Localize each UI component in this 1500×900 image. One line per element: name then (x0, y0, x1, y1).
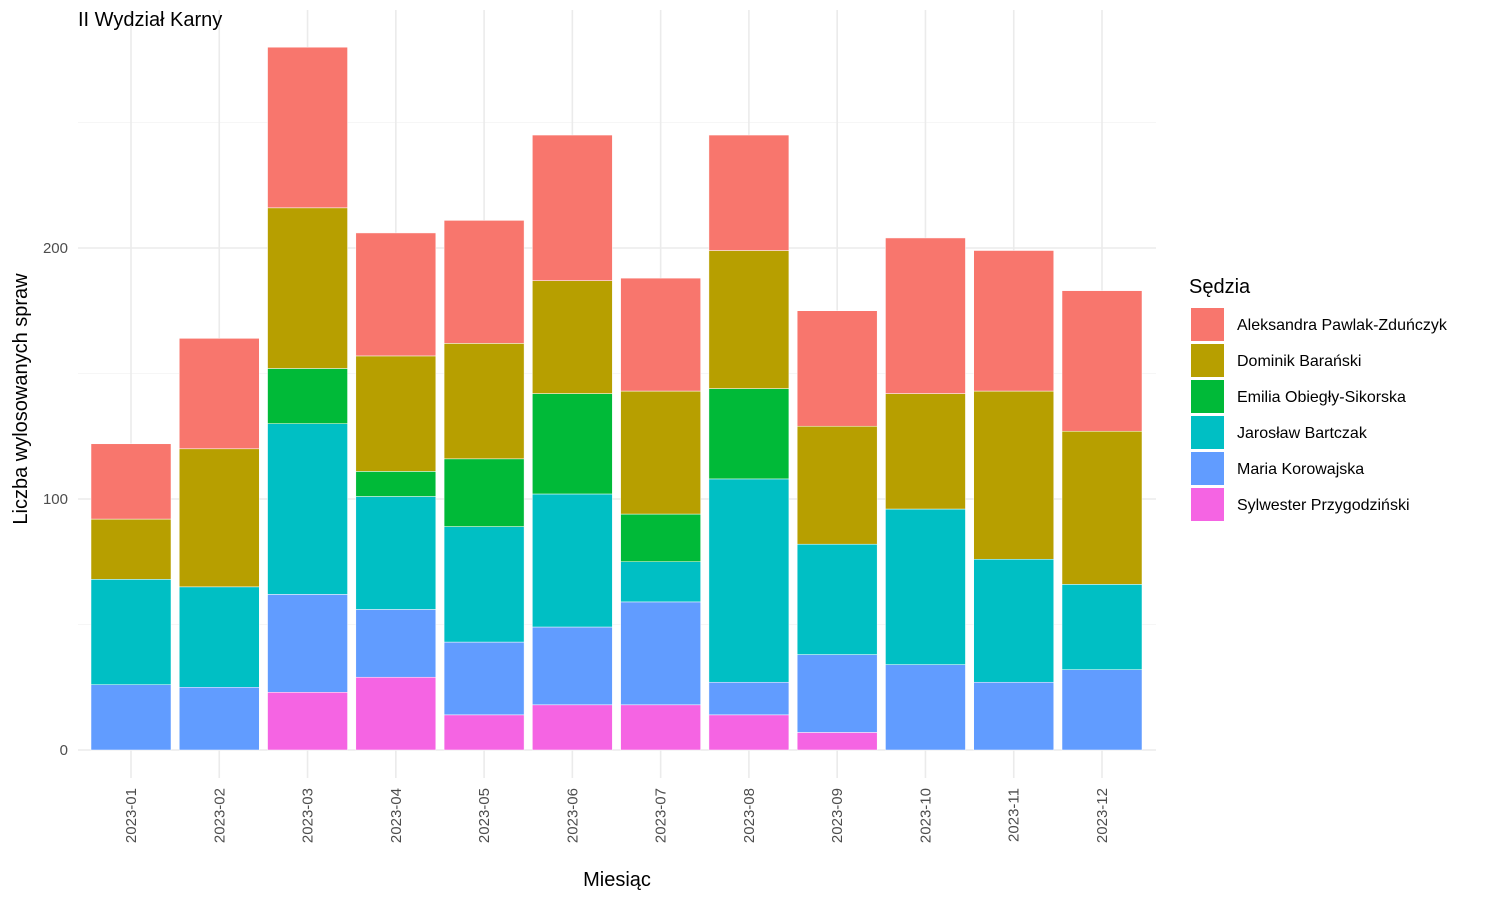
bar-segment (1061, 290, 1143, 432)
bar-segment (620, 561, 701, 603)
bar-segment (532, 493, 613, 628)
bar-segment (267, 594, 348, 693)
bar-segment (532, 280, 613, 394)
x-tick-label: 2023-12 (1094, 788, 1111, 843)
bar-segment (355, 355, 437, 472)
bar-segment (267, 207, 348, 369)
bar-segment (796, 543, 878, 655)
bar-segment (267, 423, 348, 595)
bar-segment (885, 237, 966, 394)
bar-segment (532, 393, 613, 495)
legend-label: Emilia Obiegły-Sikorska (1237, 389, 1406, 406)
bar-segment (443, 458, 525, 527)
bar-segment (90, 518, 172, 580)
legend-key (1191, 488, 1224, 521)
x-axis-title: Miesiąc (583, 869, 651, 891)
y-tick-label: 100 (43, 491, 68, 508)
bar-segment (179, 448, 260, 588)
legend-label: Aleksandra Pawlak-Zduńczyk (1237, 317, 1448, 334)
x-tick-label: 2023-10 (917, 788, 934, 843)
legend-key (1191, 452, 1224, 485)
bar-segment (620, 601, 701, 706)
x-axis: 2023-01 2023-02 2023-03 2023-04 2023-05 2023-… (123, 788, 1111, 843)
x-tick-label: 2023-11 (1006, 788, 1023, 842)
legend-title: Sędzia (1189, 276, 1251, 298)
bar-segment (796, 425, 878, 545)
bar-segment (443, 526, 525, 643)
bar-segment (708, 388, 790, 480)
y-tick-label: 0 (60, 742, 68, 759)
bar-segment (355, 232, 437, 357)
x-tick-label: 2023-07 (653, 788, 670, 843)
x-tick-label: 2023-03 (300, 788, 317, 843)
bar-segment (796, 654, 878, 733)
legend-label: Jarosław Bartczak (1237, 425, 1368, 442)
bar-segment (355, 496, 437, 610)
bar-segment (532, 626, 613, 706)
bar-segment (443, 714, 525, 751)
bar-segment (885, 393, 966, 510)
bar-segment (532, 704, 613, 751)
bar-segment (708, 250, 790, 389)
chart-title: II Wydział Karny (78, 9, 222, 31)
legend-label: Dominik Barański (1237, 353, 1361, 370)
x-tick-label: 2023-06 (564, 788, 581, 843)
y-axis-title: Liczba wylosowanych spraw (10, 273, 32, 525)
bar-segment (355, 609, 437, 678)
bar-segment (1061, 584, 1143, 670)
legend-key (1191, 308, 1224, 341)
x-tick-label: 2023-05 (476, 788, 493, 843)
bar-segment (532, 134, 613, 281)
x-tick-label: 2023-01 (123, 788, 140, 843)
bar-segment (708, 478, 790, 683)
legend-label: Sylwester Przygodziński (1237, 497, 1410, 514)
y-tick-label: 200 (43, 240, 68, 257)
bar-segment (90, 579, 172, 685)
bar-segment (179, 338, 260, 450)
bar-segment (620, 277, 701, 392)
x-tick-label: 2023-02 (211, 788, 228, 843)
legend-label: Maria Korowajska (1237, 461, 1364, 478)
bar-segment (620, 390, 701, 515)
bar-segment (973, 558, 1054, 683)
bar-segment (973, 681, 1054, 751)
bar-segment (90, 684, 172, 751)
bar-segment (179, 586, 260, 688)
bar-segment (267, 46, 348, 209)
bar-segment (620, 513, 701, 562)
bars (90, 46, 1143, 751)
bar-segment (885, 508, 966, 665)
x-tick-label: 2023-08 (741, 788, 758, 843)
bar-segment (90, 443, 172, 520)
legend-key (1191, 416, 1224, 449)
bar-segment (796, 732, 878, 751)
bar-segment (443, 220, 525, 344)
bar-segment (443, 641, 525, 716)
bar-segment (708, 681, 790, 716)
bar-segment (973, 390, 1054, 560)
bar-segment (1061, 669, 1143, 751)
bar-segment (179, 687, 260, 751)
bar-segment (1061, 430, 1143, 585)
bar-segment (973, 250, 1054, 392)
bar-segment (355, 676, 437, 751)
y-axis: 0 100 200 (43, 240, 68, 759)
legend-key (1191, 344, 1224, 377)
legend: Sędzia Aleksandra Pawlak-Zduńczyk Dominik… (1189, 276, 1448, 521)
bar-segment (796, 310, 878, 427)
legend-key (1191, 380, 1224, 413)
x-tick-label: 2023-09 (829, 788, 846, 843)
bar-segment (267, 692, 348, 751)
bar-segment (620, 704, 701, 751)
bar-segment (355, 471, 437, 497)
bar-segment (708, 134, 790, 251)
bar-segment (267, 368, 348, 424)
bar-segment (443, 343, 525, 460)
bar-segment (708, 714, 790, 751)
bar-segment (885, 664, 966, 751)
x-tick-label: 2023-04 (388, 788, 405, 843)
